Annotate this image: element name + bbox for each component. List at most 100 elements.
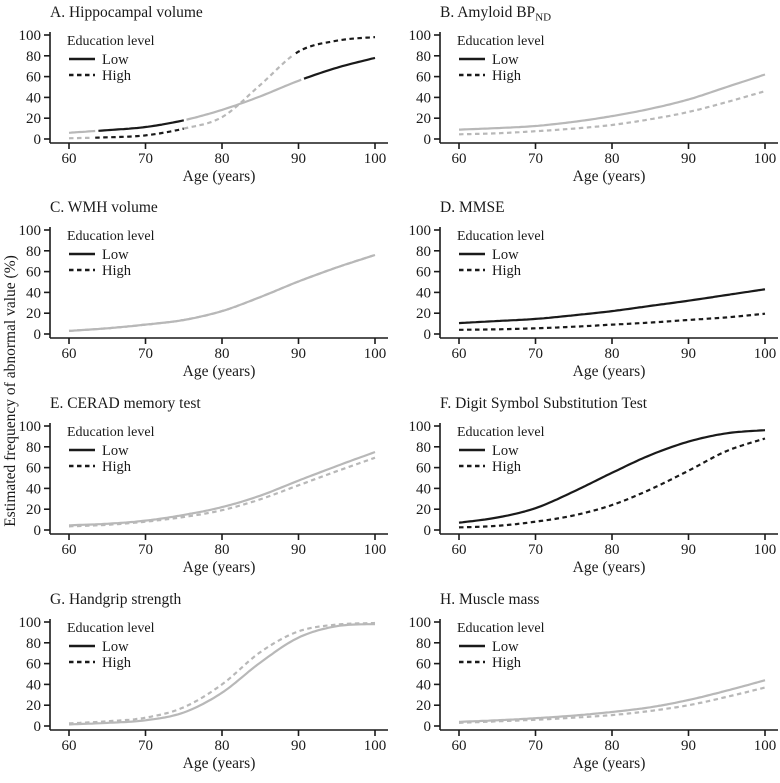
legend-high-label: High (492, 263, 522, 279)
y-tick-label: 20 (26, 306, 41, 322)
y-tick-label: 0 (34, 719, 42, 735)
panel-g: G. Handgrip strength 0 20 40 60 80 100 60 70 80 90… (19, 591, 388, 772)
x-tick-label: 60 (62, 346, 77, 362)
legend-title: Education level (457, 229, 545, 244)
x-tick-label: 90 (291, 151, 306, 167)
legend-high-label: High (492, 68, 522, 84)
x-tick-label: 60 (452, 542, 467, 558)
legend-high-label: High (492, 655, 522, 671)
y-tick-label: 60 (26, 265, 41, 281)
y-tick-label: 100 (19, 28, 42, 44)
low-education-curve (69, 623, 375, 726)
y-tick-label: 20 (416, 698, 431, 714)
panel-h: H. Muscle mass 0 20 40 60 80 100 60 70 80 90 100 Age… (409, 591, 778, 772)
y-tick-label: 60 (26, 70, 41, 86)
low-education-curve (98, 119, 185, 132)
low-education-curve (458, 429, 766, 524)
y-tick-label: 20 (26, 502, 41, 518)
y-tick-label: 100 (409, 419, 432, 435)
y-tick-label: 40 (416, 285, 431, 301)
x-tick-label: 80 (215, 151, 230, 167)
y-tick-label: 60 (416, 461, 431, 477)
y-tick-label: 60 (416, 70, 431, 86)
x-tick-label: 70 (138, 738, 153, 754)
legend-title: Education level (457, 621, 545, 636)
y-tick-label: 20 (416, 502, 431, 518)
y-tick-label: 20 (416, 306, 431, 322)
panel-title: A. Hippocampal volume (50, 4, 203, 21)
y-tick-label: 80 (26, 636, 41, 652)
x-tick-label: 100 (754, 346, 777, 362)
y-tick-label: 0 (34, 523, 42, 539)
high-education-curve (458, 686, 766, 724)
legend-title: Education level (67, 425, 155, 440)
panel-d: D. MMSE 0 20 40 60 80 100 60 70 80 90 100 Age (years… (409, 199, 778, 380)
legend-low-label: Low (102, 639, 129, 655)
panel-title: C. WMH volume (50, 199, 158, 216)
y-tick-label: 0 (34, 132, 42, 148)
x-tick-label: 90 (291, 542, 306, 558)
panel-c: C. WMH volume 0 20 40 60 80 100 60 70 80 90 100 Age … (19, 199, 388, 380)
y-tick-label: 40 (416, 90, 431, 106)
high-education-curve (68, 253, 376, 332)
panel-title: D. MMSE (440, 199, 505, 216)
x-axis-title: Age (years) (183, 559, 256, 576)
y-tick-label: 40 (26, 90, 41, 106)
x-tick-label: 70 (528, 151, 543, 167)
y-tick-label: 100 (19, 419, 42, 435)
x-tick-label: 80 (215, 542, 230, 558)
panel-title: G. Handgrip strength (50, 591, 182, 608)
x-tick-label: 60 (62, 542, 77, 558)
high-education-curve (459, 312, 766, 331)
x-axis-title: Age (years) (183, 755, 256, 772)
panel-title: E. CERAD memory test (50, 395, 201, 412)
x-tick-label: 100 (754, 151, 777, 167)
y-tick-label: 80 (416, 440, 431, 456)
x-axis-title: Age (years) (573, 559, 646, 576)
legend-title: Education level (67, 229, 155, 244)
high-education-curve (95, 127, 185, 139)
y-tick-label: 20 (26, 698, 41, 714)
high-education-curve (68, 456, 376, 528)
legend-low-label: Low (492, 443, 519, 459)
y-tick-label: 40 (26, 285, 41, 301)
x-tick-label: 90 (291, 346, 306, 362)
legend-high-label: High (102, 655, 132, 671)
legend-low-label: Low (102, 247, 129, 263)
y-tick-label: 80 (416, 49, 431, 65)
legend-title: Education level (67, 34, 155, 49)
y-tick-label: 40 (26, 677, 41, 693)
y-tick-label: 40 (416, 481, 431, 497)
x-axis-title: Age (years) (573, 168, 646, 185)
x-tick-label: 100 (364, 542, 387, 558)
x-tick-label: 90 (291, 738, 306, 754)
panel-title: F. Digit Symbol Substitution Test (440, 395, 648, 412)
x-tick-label: 80 (605, 542, 620, 558)
x-tick-label: 70 (528, 346, 543, 362)
x-tick-label: 70 (528, 738, 543, 754)
x-tick-label: 80 (215, 346, 230, 362)
y-tick-label: 100 (409, 28, 432, 44)
y-tick-label: 100 (409, 615, 432, 631)
legend-high-label: High (102, 263, 132, 279)
y-tick-label: 60 (26, 657, 41, 673)
x-axis-title: Age (years) (183, 168, 256, 185)
low-education-curve (186, 78, 302, 121)
low-education-curve (459, 679, 766, 723)
high-education-curve (295, 36, 376, 55)
x-axis-title: Age (years) (183, 363, 256, 380)
y-tick-label: 60 (416, 265, 431, 281)
y-tick-label: 0 (424, 132, 432, 148)
panel-b: B. Amyloid BPND 0 20 40 60 80 100 60 70 80 90 100 Ag… (409, 4, 778, 185)
panel-e: E. CERAD memory test 0 20 40 60 80 100 60 70 80 90… (19, 395, 388, 576)
x-tick-label: 60 (452, 738, 467, 754)
x-tick-label: 100 (364, 738, 387, 754)
y-tick-label: 60 (416, 657, 431, 673)
x-tick-label: 100 (364, 151, 387, 167)
high-education-curve (68, 136, 93, 140)
